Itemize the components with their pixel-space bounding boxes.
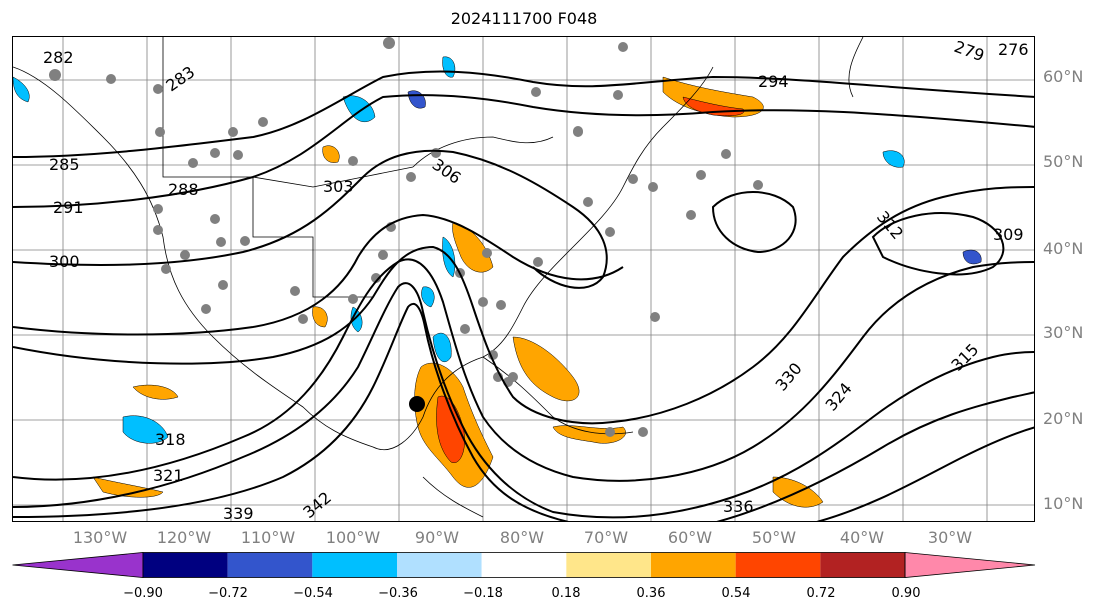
contour-label: 339 [223, 504, 254, 522]
colorbar-segment [397, 552, 482, 578]
colorbar-tick-label: −0.54 [293, 586, 333, 601]
map-svg: 282 283 285 288 291 294 300 303 306 309 … [13, 37, 1034, 522]
colorbar-tick-label: 0.90 [891, 586, 921, 601]
colorbar-segments [12, 552, 1036, 578]
contour-label: 342 [299, 488, 335, 522]
contour-label: 300 [49, 252, 80, 271]
colorbar-tick-label: 0.18 [551, 586, 581, 601]
graticule [13, 37, 1034, 521]
colorbar-border [142, 552, 906, 578]
colorbar-tick-label: −0.90 [123, 586, 163, 601]
colorbar-tick-label: 0.54 [721, 586, 751, 601]
longitude-label: 50°W [751, 528, 797, 547]
contour-label: 321 [153, 466, 184, 485]
colorbar-tick-label: −0.18 [463, 586, 503, 601]
contour-label: 291 [53, 198, 84, 217]
contour-label: 330 [772, 359, 806, 395]
contour-label: 279 [952, 37, 987, 65]
colorbar-extend-low [12, 552, 144, 578]
colorbar-segment [143, 552, 228, 578]
longitude-label: 110°W [240, 528, 296, 547]
latitude-label: 10°N [1043, 494, 1084, 513]
colorbar-segment [312, 552, 397, 578]
contour-label: 306 [429, 155, 465, 188]
colorbar-segment [481, 552, 567, 578]
colorbar-tick-label: 0.72 [806, 586, 836, 601]
contour-label: 303 [323, 177, 354, 196]
station-dots [49, 37, 763, 437]
colorbar-segment [566, 552, 651, 578]
latitude-label: 60°N [1043, 67, 1084, 86]
colorbar-tick-label: 0.36 [636, 586, 666, 601]
contour-labels: 282 283 285 288 291 294 300 303 306 309 … [43, 37, 1029, 522]
colorbar-segment [735, 552, 821, 578]
latitude-label: 40°N [1043, 239, 1084, 258]
colorbar-segment [651, 552, 736, 578]
colorbar-extend-high [904, 552, 1036, 578]
colorbar [12, 552, 1036, 578]
colorbar-tick-label: −0.72 [208, 586, 248, 601]
coastlines [13, 37, 864, 518]
longitude-label: 80°W [499, 528, 545, 547]
colorbar-tick-label: −0.36 [378, 586, 418, 601]
latitude-label: 50°N [1043, 152, 1084, 171]
latitude-label: 20°N [1043, 409, 1084, 428]
contour-label: 283 [162, 62, 198, 95]
contour-label: 336 [723, 497, 754, 516]
longitude-label: 90°W [414, 528, 460, 547]
contour-label: 309 [993, 225, 1024, 244]
colorbar-segment [820, 552, 905, 578]
longitude-label: 100°W [325, 528, 381, 547]
storm-center-marker [409, 396, 425, 412]
contour-label: 318 [155, 430, 186, 449]
longitude-label: 70°W [583, 528, 629, 547]
contour-label: 294 [758, 72, 789, 91]
longitude-label: 130°W [72, 528, 128, 547]
map-title: 2024111700 F048 [450, 9, 598, 28]
map-plot-area: 282 283 285 288 291 294 300 303 306 309 … [12, 36, 1035, 522]
contour-label: 288 [168, 180, 199, 199]
longitude-label: 40°W [839, 528, 885, 547]
longitude-label: 30°W [927, 528, 973, 547]
contour-label: 282 [43, 48, 74, 67]
longitude-label: 60°W [667, 528, 713, 547]
longitude-label: 120°W [156, 528, 212, 547]
contour-label: 276 [998, 40, 1029, 59]
latitude-label: 30°N [1043, 323, 1084, 342]
height-contours [13, 70, 1034, 521]
colorbar-segment [227, 552, 313, 578]
contour-label: 285 [49, 155, 80, 174]
